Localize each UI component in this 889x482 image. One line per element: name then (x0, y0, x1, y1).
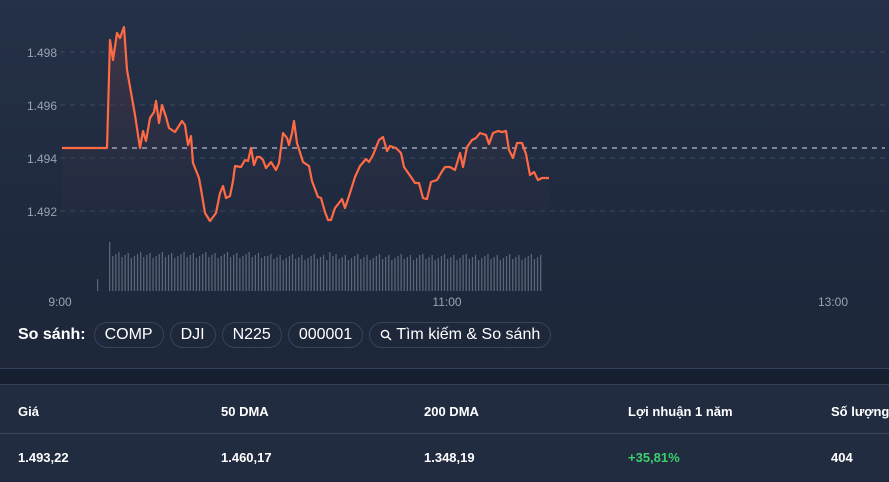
section-divider (0, 368, 889, 385)
chart-canvas[interactable]: 1.498 1.496 1.494 1.492 9:00 11:00 13:00 (0, 0, 889, 320)
header-200dma: 200 DMA (424, 404, 479, 419)
price-chart[interactable]: 1.498 1.496 1.494 1.492 9:00 11:00 13:00… (0, 0, 889, 368)
compare-chip-comp[interactable]: COMP (93, 322, 164, 348)
compare-label: So sánh: (18, 326, 86, 343)
compare-chip-000001[interactable]: 000001 (287, 322, 364, 348)
header-50dma: 50 DMA (221, 404, 269, 419)
header-price: Giá (18, 404, 39, 419)
stats-table: Giá 50 DMA 200 DMA Lợi nhuận 1 năm Số lư… (0, 385, 889, 481)
header-1y-return: Lợi nhuận 1 năm (628, 404, 733, 419)
compare-bar: So sánh: COMP DJI N225 000001 Tìm kiếm &… (18, 322, 552, 348)
value-price: 1.493,22 (18, 450, 69, 465)
search-compare-button[interactable]: Tìm kiếm & So sánh (369, 322, 552, 348)
price-area (62, 27, 549, 225)
compare-chip-n225[interactable]: N225 (221, 322, 282, 348)
price-line (62, 25, 549, 223)
stats-value-row: 1.493,22 1.460,17 1.348,19 +35,81% 404 (0, 434, 889, 482)
y-tick-1494: 1.494 (27, 152, 57, 166)
header-volume: Số lượng (831, 404, 889, 419)
value-1y-return: +35,81% (628, 450, 680, 465)
value-volume: 404 (831, 450, 853, 465)
compare-chip-dji[interactable]: DJI (169, 322, 216, 348)
search-icon (380, 329, 392, 341)
y-tick-1496: 1.496 (27, 99, 57, 113)
value-200dma: 1.348,19 (424, 450, 475, 465)
x-tick-0900: 9:00 (48, 295, 72, 309)
x-tick-1300: 13:00 (818, 295, 848, 309)
y-tick-1492: 1.492 (27, 205, 57, 219)
volume-bars (97, 242, 542, 291)
stats-header-row: Giá 50 DMA 200 DMA Lợi nhuận 1 năm Số lư… (0, 385, 889, 434)
value-50dma: 1.460,17 (221, 450, 272, 465)
x-tick-1100: 11:00 (432, 295, 461, 309)
search-compare-label: Tìm kiếm & So sánh (396, 326, 541, 343)
y-tick-1498: 1.498 (27, 46, 57, 60)
